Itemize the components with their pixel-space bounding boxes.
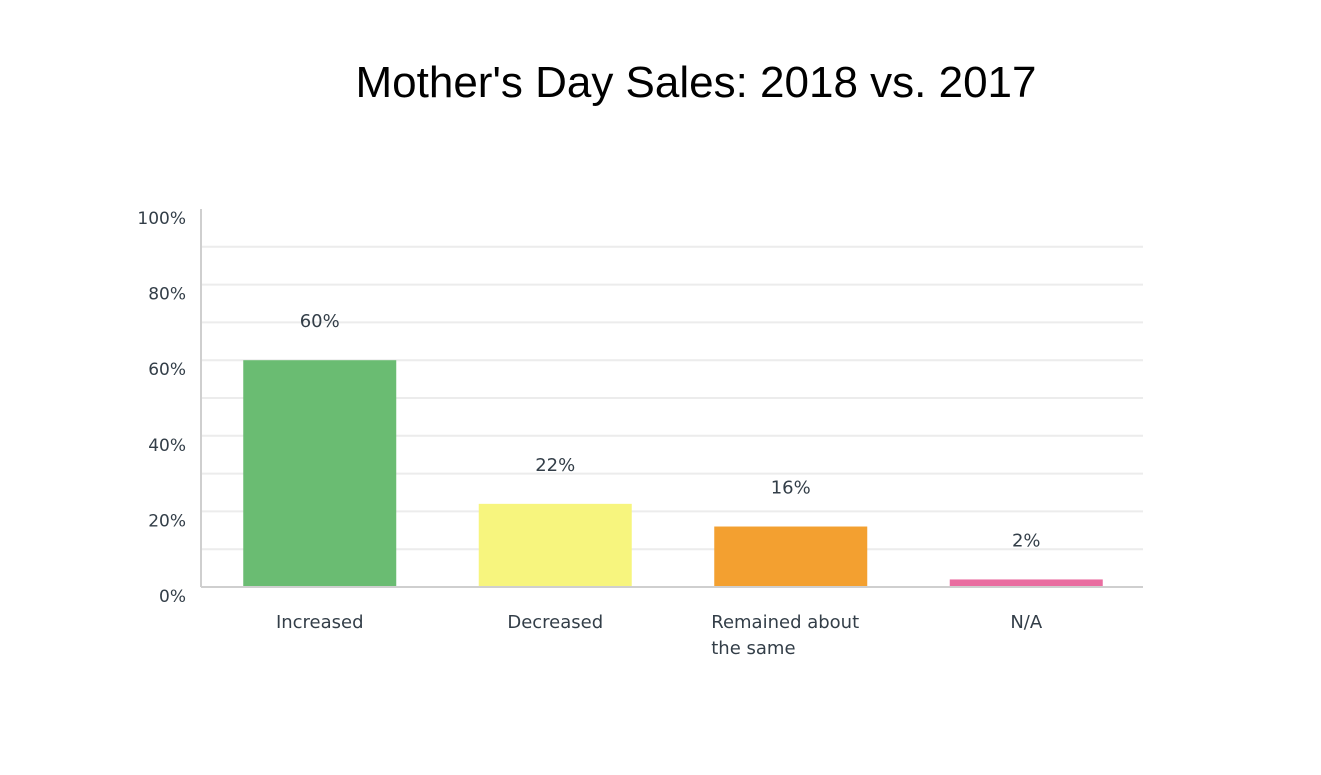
y-tick-label: 60% [148, 360, 186, 380]
bar [949, 579, 1103, 587]
x-tick-label: Remained about the same [711, 612, 859, 659]
data-label: 16% [771, 478, 811, 499]
y-tick-label: 40% [148, 436, 186, 456]
bar [478, 503, 632, 587]
chart-title: Mother's Day Sales: 2018 vs. 2017 [356, 58, 1037, 107]
x-tick-label-line: the same [711, 638, 795, 659]
y-tick-label: 20% [148, 511, 186, 531]
x-tick-label: N/A [1010, 612, 1043, 633]
x-tick-label-line: N/A [1010, 612, 1043, 633]
x-tick-label: Decreased [507, 612, 603, 633]
y-tick-label: 100% [137, 209, 186, 229]
x-tick-label-line: Decreased [507, 612, 603, 633]
y-tick-label: 0% [159, 587, 186, 607]
data-label: 2% [1012, 530, 1041, 551]
data-label: 60% [300, 311, 340, 332]
x-tick-label-line: Remained about [711, 612, 859, 633]
bar [714, 526, 868, 587]
bar [243, 360, 397, 587]
x-tick-label-line: Increased [276, 612, 364, 633]
y-tick-label: 80% [148, 285, 186, 305]
x-tick-label: Increased [276, 612, 364, 633]
data-label: 22% [535, 455, 575, 476]
